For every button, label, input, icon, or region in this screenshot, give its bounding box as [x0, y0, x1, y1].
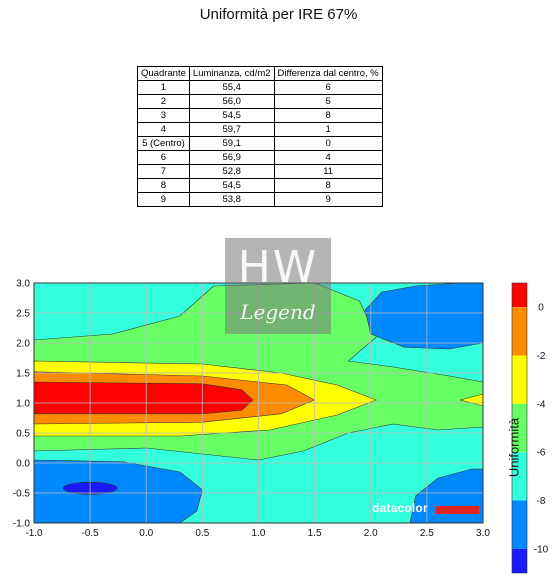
colorbar: 0 -2 -4 -6 -8 -10 [511, 282, 549, 574]
colorbar-label: Uniformità [506, 417, 522, 478]
x-tick-label: -1.0 [25, 528, 43, 539]
table-header-cell: Quadrante [137, 66, 190, 81]
y-tick-labels: 3.0 2.5 2.0 1.5 1.0 0.5 0.0 -0.5 -1.0 [13, 279, 31, 530]
table-cell: 54,5 [188, 178, 275, 193]
colorbar-tick-label: -2 [537, 351, 546, 362]
table-cell: 53,8 [188, 192, 275, 207]
colorbar-segment [512, 548, 527, 573]
x-tick-label: -0.5 [82, 528, 100, 539]
x-tick-label: 0.0 [139, 528, 153, 539]
table-cell: 4 [273, 150, 383, 165]
table-cell: 6 [137, 150, 190, 165]
table-body: 1 55,4 6 2 56,0 5 3 54,5 8 4 59,7 1 5 (Centro) 59,1 0 6… [137, 80, 383, 207]
table-header-cell: Luminanza, cd/m2 [188, 66, 275, 81]
table-cell: 59,1 [188, 136, 275, 151]
y-tick-label: 3.0 [16, 279, 30, 290]
table-cell: 9 [137, 192, 190, 207]
colorbar-tick-label: -8 [537, 496, 546, 507]
table-cell: 8 [273, 108, 383, 123]
y-tick-label: 2.5 [16, 309, 30, 320]
x-tick-label: 2.5 [420, 528, 434, 539]
x-tick-label: 2.0 [364, 528, 378, 539]
table-cell: 2 [137, 94, 190, 109]
table-cell: 5 [273, 94, 383, 109]
colorbar-tick-label: -4 [537, 399, 546, 410]
uniformity-table: Quadrante Luminanza, cd/m2 Differenza dal … [137, 66, 383, 207]
table-row: 3 54,5 8 [137, 108, 383, 123]
y-tick-label: 1.5 [16, 369, 30, 380]
table-cell: 7 [137, 164, 190, 179]
chart-title: Uniformità per IRE 67% [199, 6, 358, 23]
colorbar-segment [512, 355, 527, 404]
x-tick-labels: -1.0 -0.5 0.0 0.5 1.0 1.5 2.0 2.5 3.0 [25, 528, 490, 539]
y-tick-label: 0.5 [16, 429, 30, 440]
y-tick-label: -0.5 [13, 489, 31, 500]
y-tick-label: -1.0 [13, 519, 31, 530]
x-tick-label: 1.0 [252, 528, 266, 539]
x-tick-label: 3.0 [476, 528, 490, 539]
watermark-sub-text: Legend [240, 300, 316, 324]
contour-region [34, 381, 254, 415]
colorbar-segment [512, 307, 527, 356]
table-cell: 52,8 [188, 164, 275, 179]
datacolor-logo-bar [436, 506, 479, 514]
colorbar-segment [512, 452, 527, 501]
table-cell: 11 [273, 164, 383, 179]
table-cell: 55,4 [188, 80, 275, 95]
table-row: 2 56,0 5 [137, 94, 383, 109]
table-cell: 0 [273, 136, 383, 151]
table-cell: 59,7 [188, 122, 275, 137]
colorbar-segment [512, 500, 527, 549]
table-cell: 5 (Centro) [137, 136, 190, 151]
watermark-main-text: HW [237, 242, 319, 293]
table-cell: 8 [137, 178, 190, 193]
colorbar-tick-label: 0 [538, 303, 544, 314]
table-row: 8 54,5 8 [137, 178, 383, 193]
table-cell: 6 [273, 80, 383, 95]
table-cell: 8 [273, 178, 383, 193]
table-cell: 54,5 [188, 108, 275, 123]
colorbar-tick-label: -10 [534, 544, 549, 555]
x-tick-label: 0.5 [195, 528, 209, 539]
table-row: 1 55,4 6 [137, 80, 383, 95]
table-cell: 4 [137, 122, 190, 137]
hwlegend-watermark: HW Legend [225, 238, 331, 334]
colorbar-tick-label: -6 [537, 448, 546, 459]
x-tick-label: 1.5 [308, 528, 322, 539]
table-row: 5 (Centro) 59,1 0 [137, 136, 383, 151]
table-row: 7 52,8 11 [137, 164, 383, 179]
colorbar-frame [511, 282, 528, 574]
table-header-cell: Differenza dal centro, % [273, 66, 383, 81]
table-cell: 1 [137, 80, 190, 95]
table-row: 6 56,9 4 [137, 150, 383, 165]
table-cell: 56,9 [188, 150, 275, 165]
contour-region [364, 283, 483, 350]
colorbar-segment [512, 403, 527, 453]
y-tick-label: 2.0 [16, 339, 30, 350]
table-header-row: Quadrante Luminanza, cd/m2 Differenza dal … [137, 66, 383, 81]
table-cell: 9 [273, 192, 383, 207]
y-tick-label: 1.0 [16, 399, 30, 410]
datacolor-logo: datacolor [372, 501, 428, 515]
table-row: 9 53,8 9 [137, 192, 383, 207]
y-tick-label: 0.0 [16, 459, 30, 470]
table-cell: 3 [137, 108, 190, 123]
colorbar-segment [512, 283, 527, 308]
table-row: 4 59,7 1 [137, 122, 383, 137]
table-cell: 56,0 [188, 94, 275, 109]
table-cell: 1 [273, 122, 383, 137]
